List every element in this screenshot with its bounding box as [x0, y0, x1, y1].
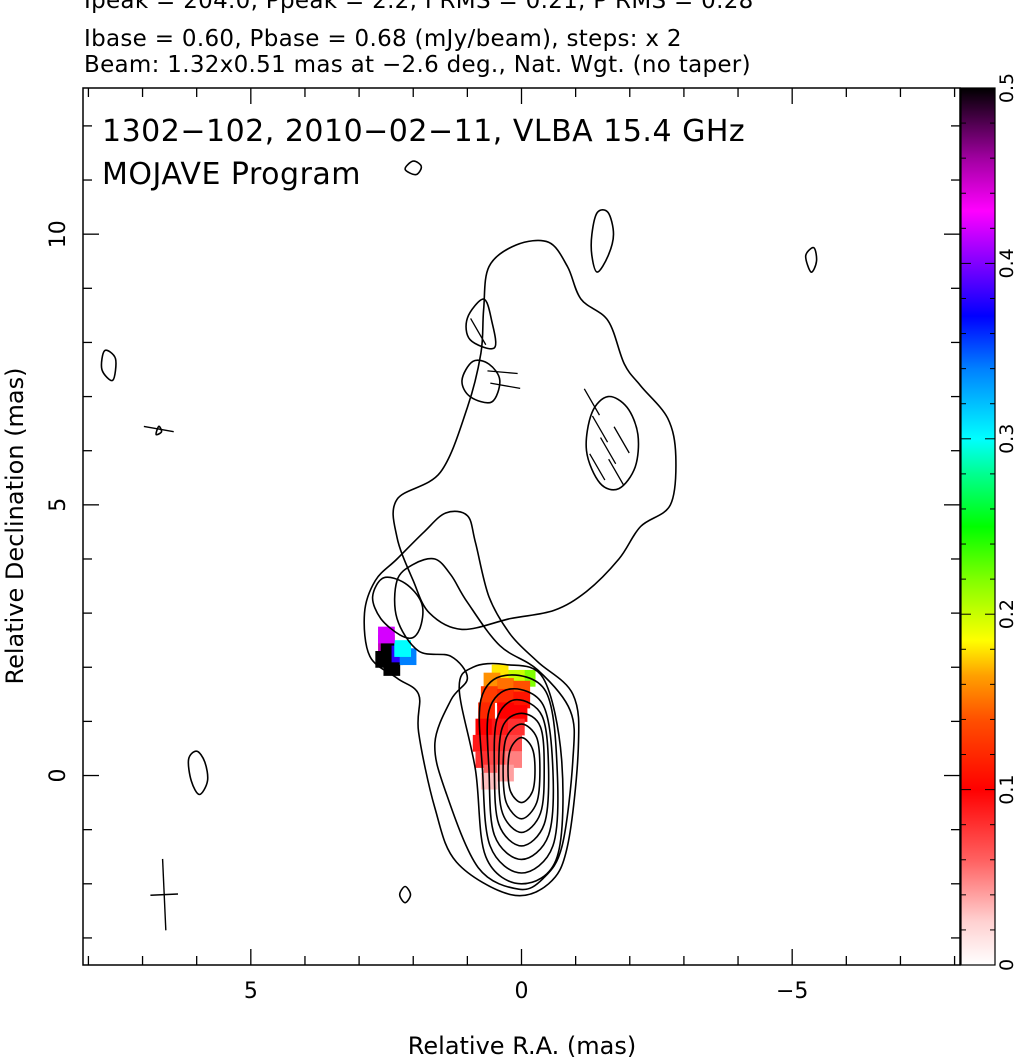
- x-tick-label: 5: [244, 979, 258, 1004]
- blob-contour-7: [404, 160, 423, 176]
- knot-contour: [371, 576, 424, 640]
- blob-contour-1: [590, 209, 615, 273]
- polarization-pixel-14: [507, 718, 525, 736]
- blob-contour-9: [155, 425, 163, 436]
- contour-layer: [100, 160, 818, 904]
- outer-jet-contour: [392, 239, 677, 631]
- evpa-vector-2: [591, 415, 609, 443]
- colorbar-tick-label: 0.4: [996, 248, 1018, 278]
- colorbar: [960, 87, 996, 966]
- polarization-pixel-22: [497, 764, 514, 782]
- evpa-vector-0: [599, 437, 617, 465]
- colorbar-tick-label: 0.2: [996, 599, 1018, 629]
- core-contour-2: [502, 723, 541, 820]
- core-contour-7: [458, 662, 564, 885]
- y-tick-label: 5: [46, 498, 71, 512]
- evpa-vector-7: [487, 370, 518, 375]
- polarization-pixel-10: [497, 702, 514, 720]
- evpa-vector-9: [143, 425, 174, 433]
- blob-contour-2: [465, 298, 497, 350]
- core-contour-4: [493, 698, 550, 847]
- x-tick-label: 0: [515, 979, 529, 1004]
- polarization-pixel-layer: [375, 626, 536, 790]
- chart-subtitle: MOJAVE Program: [102, 157, 361, 192]
- core-contour-3: [498, 712, 545, 834]
- core-contour-9: [363, 510, 580, 897]
- polarization-pixel-32: [378, 626, 395, 644]
- blob-contour-6: [187, 750, 209, 796]
- polarization-pixel-16: [489, 734, 506, 752]
- beam-symbol: [150, 858, 179, 931]
- core-contour-5: [486, 687, 555, 861]
- y-tick-label: 10: [46, 220, 71, 248]
- colorbar-tick-label: 0: [996, 959, 1018, 971]
- header-base-line: Ibase = 0.60, Pbase = 0.68 (mJy/beam), s…: [84, 26, 682, 52]
- y-tick-label: 0: [46, 769, 71, 783]
- evpa-vector-8: [470, 318, 487, 346]
- axis-ticks: 5 0 −5 0 5 10: [46, 88, 960, 1004]
- evpa-vector-6: [490, 382, 521, 390]
- polarization-pixel-31: [394, 640, 412, 657]
- evpa-vector-5: [583, 388, 601, 416]
- blob-contour-5: [804, 246, 818, 273]
- x-axis-label: Relative R.A. (mas): [408, 1032, 636, 1060]
- polarization-pixel-12: [475, 718, 493, 736]
- evpa-vector-layer: [143, 318, 630, 486]
- polarization-pixel-6: [480, 686, 498, 703]
- evpa-vector-3: [613, 426, 630, 454]
- chart-title: 1302−102, 2010−02−11, VLBA 15.4 GHz: [102, 114, 745, 149]
- x-tick-label: −5: [776, 979, 808, 1004]
- core-contour-8: [393, 557, 576, 891]
- header-stats-line: Ipeak = 204.0, Ppeak = 2.2, I RMS = 0.21…: [84, 0, 754, 14]
- blob-contour-3: [461, 359, 501, 404]
- core-contour-1: [507, 736, 536, 804]
- y-axis-label: Relative Declination (mas): [1, 367, 29, 684]
- outer-knot-contour: [585, 395, 640, 491]
- colorbar-tick-label: 0.3: [996, 424, 1018, 454]
- beam-minor-axis: [150, 893, 179, 896]
- colorbar-tick-label: 0.5: [996, 73, 1018, 103]
- evpa-vector-4: [589, 453, 606, 481]
- core-contour-6: [478, 674, 559, 874]
- plot-frame: [82, 87, 961, 966]
- header-beam-line: Beam: 1.32x0.51 mas at −2.6 deg., Nat. W…: [84, 52, 751, 78]
- polarization-pixel-19: [489, 751, 506, 768]
- blob-contour-8: [398, 885, 412, 904]
- evpa-vector-1: [608, 458, 625, 486]
- colorbar-ticks: 0 0.1 0.2 0.3 0.4 0.5: [961, 73, 1018, 971]
- blob-contour-4: [100, 349, 117, 382]
- colorbar-tick-label: 0.1: [996, 774, 1018, 804]
